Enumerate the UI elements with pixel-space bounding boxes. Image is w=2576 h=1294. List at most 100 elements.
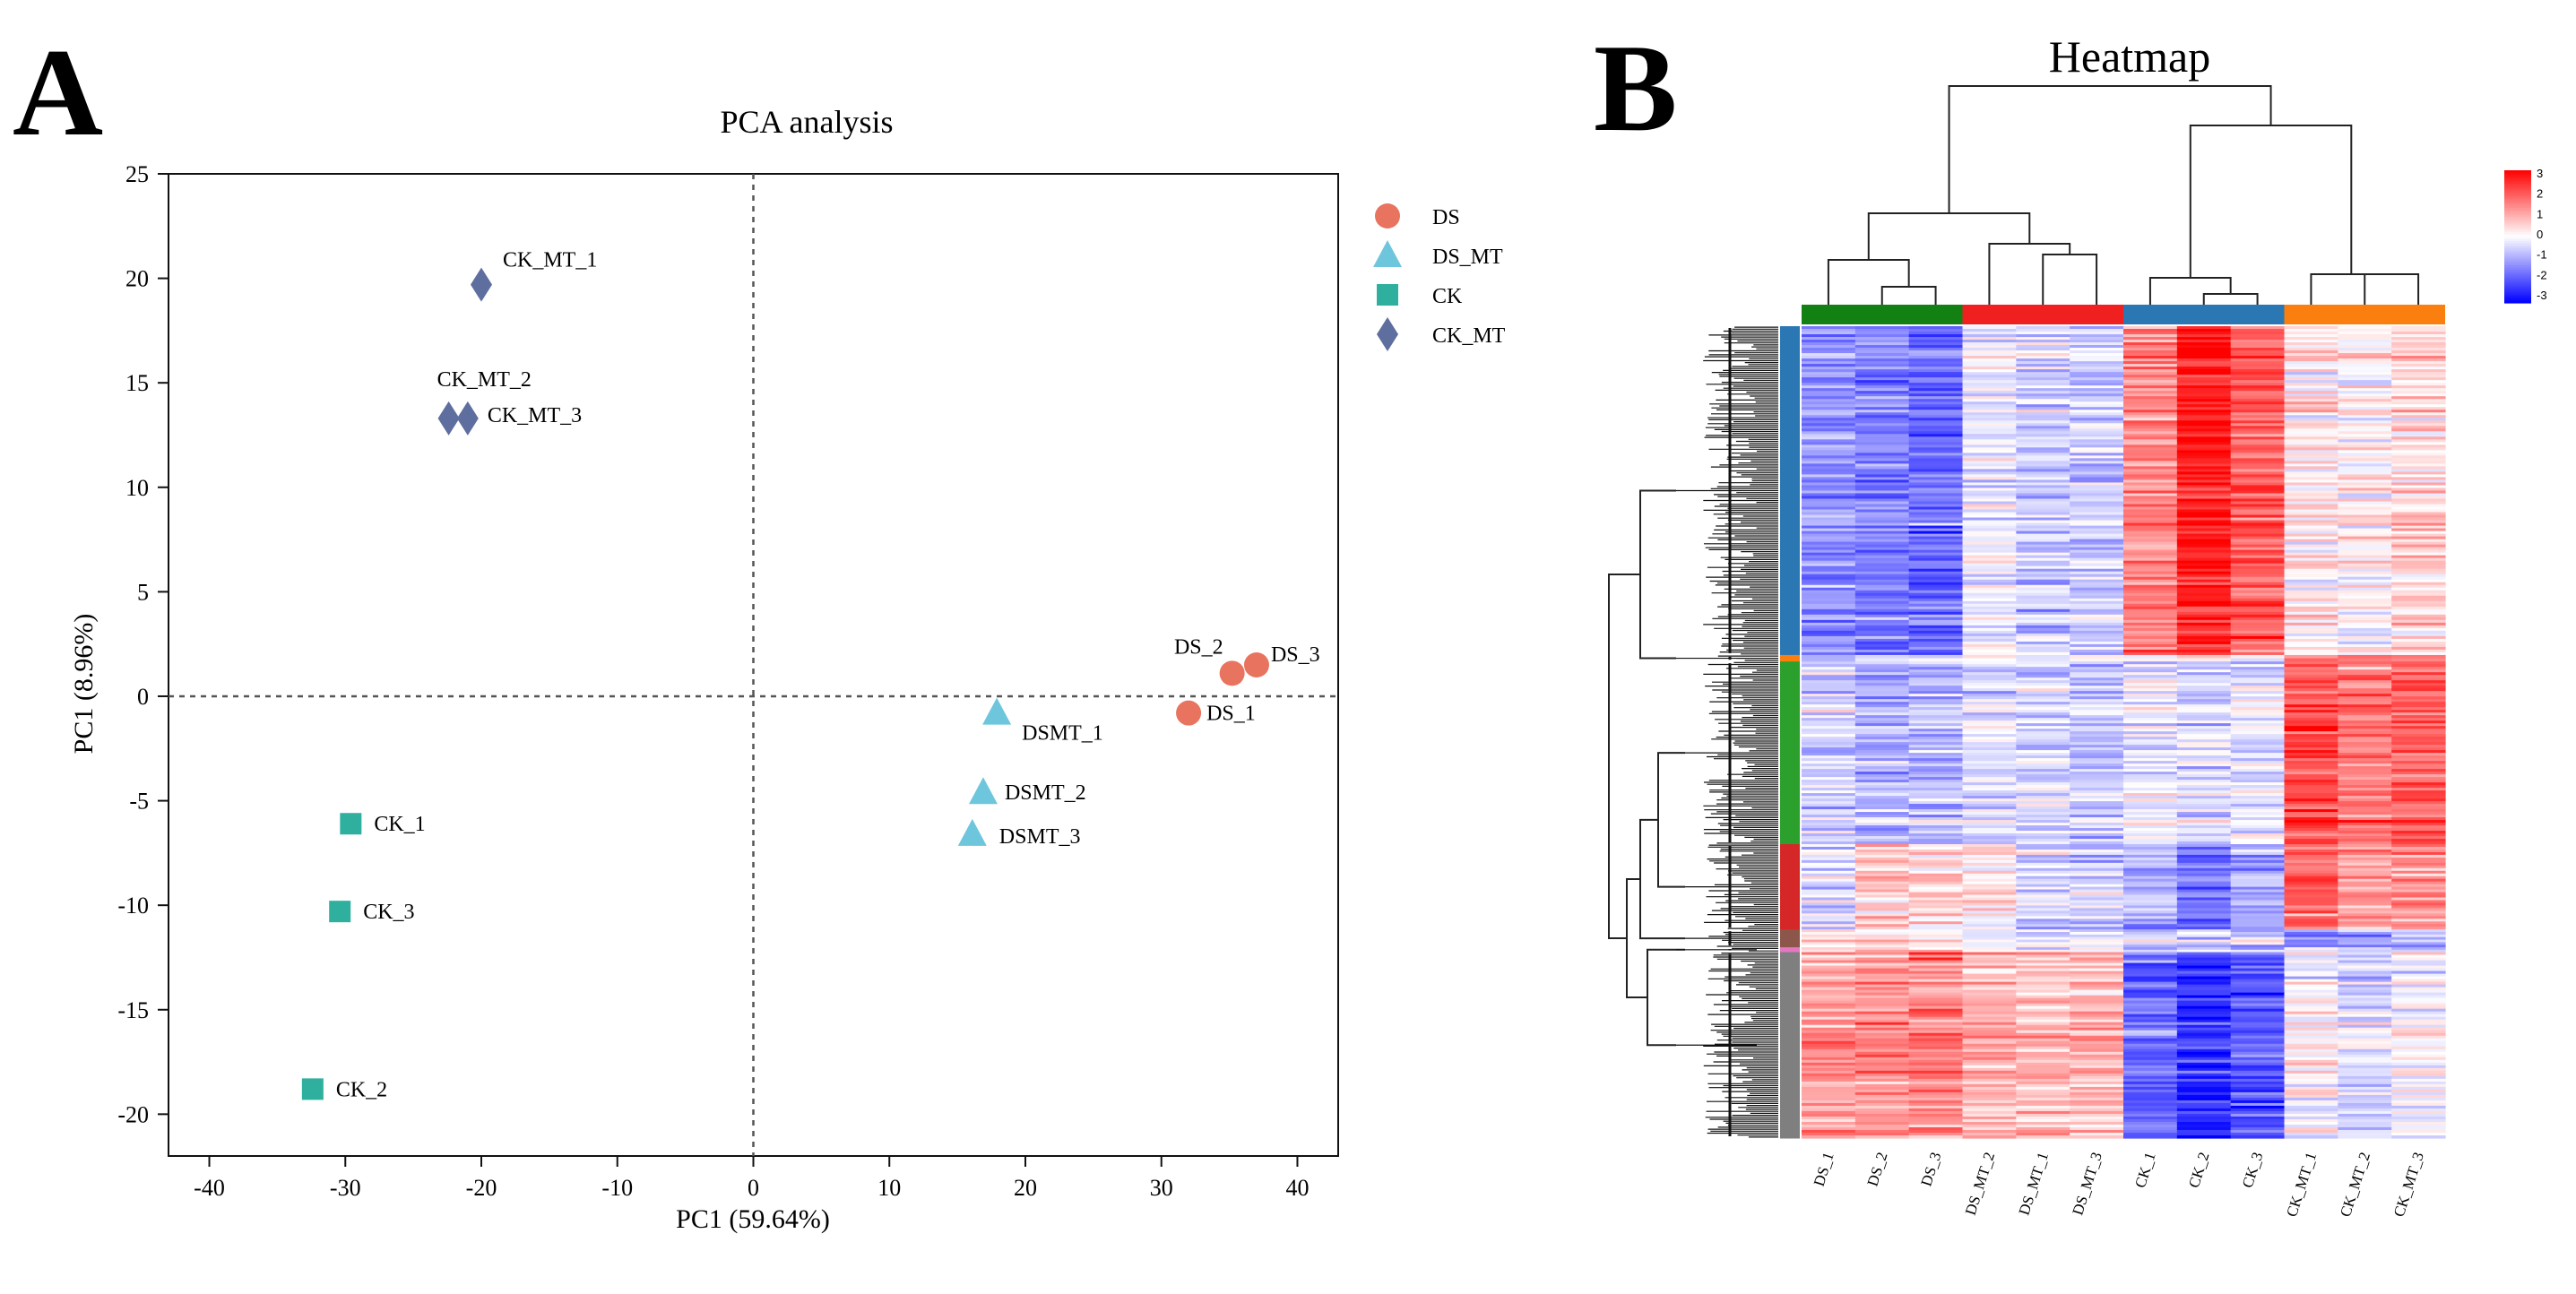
heatmap-cell (2070, 590, 2124, 594)
heatmap-cell (2123, 769, 2178, 772)
heatmap-cell (2176, 1062, 2232, 1066)
heatmap-cell (2284, 742, 2338, 746)
heatmap-cell (2176, 790, 2232, 794)
heatmap-cell (2176, 1016, 2232, 1021)
heatmap-cell (2016, 396, 2070, 400)
heatmap-cell (1854, 1089, 1910, 1093)
dendrogram-branch (2364, 273, 2420, 305)
heatmap-cell (2016, 496, 2070, 500)
colorbar-segment (2504, 187, 2531, 191)
colorbar-segment (2504, 258, 2531, 262)
heatmap-cell (2070, 1003, 2124, 1007)
heatmap-cell (2070, 997, 2124, 1002)
heatmap-cell (2230, 555, 2286, 559)
heatmap-cell (2230, 989, 2286, 994)
heatmap-cell (2391, 1086, 2446, 1091)
heatmap-cell (2391, 897, 2446, 901)
heatmap-cell (2391, 772, 2446, 775)
heatmap-cell (1962, 675, 2017, 678)
heatmap-cell (2070, 493, 2124, 497)
heatmap-cell (2176, 350, 2232, 354)
heatmap-cell (2123, 654, 2178, 660)
heatmap-cell (2391, 582, 2446, 586)
heatmap-cell (2391, 423, 2446, 427)
colorbar-segment (2504, 240, 2531, 244)
heatmap-cell (1908, 780, 1964, 783)
heatmap-cell (2391, 807, 2446, 810)
heatmap-cell (2391, 1102, 2446, 1107)
heatmap-cell (2284, 889, 2338, 893)
heatmap-cell (2391, 790, 2446, 794)
heatmap-cell (2391, 726, 2446, 729)
heatmap-cell (1802, 1083, 1856, 1088)
heatmap-cell (1908, 453, 1964, 456)
heatmap-cell (2284, 1014, 2338, 1018)
heatmap-cell (2123, 485, 2178, 489)
heatmap-cell (2070, 434, 2124, 437)
heatmap-cell (2123, 1043, 2178, 1048)
heatmap-cell (1802, 1129, 1856, 1134)
heatmap-cell (1908, 815, 1964, 818)
heatmap-cell (1802, 747, 1856, 751)
heatmap-cell (1962, 501, 2017, 505)
heatmap-cell (1962, 947, 2017, 951)
heatmap-cell (2338, 458, 2392, 462)
heatmap-cell (2016, 1027, 2070, 1031)
heatmap-cell (2284, 614, 2338, 618)
heatmap-cell (2123, 350, 2178, 354)
heatmap-cell (1854, 482, 1910, 487)
heatmap-cell (1854, 745, 1910, 748)
heatmap-cell (2070, 1019, 2124, 1023)
heatmap-cell (2123, 635, 2178, 640)
heatmap-cell (1908, 849, 1964, 853)
heatmap-cell (2070, 892, 2124, 896)
heatmap-cell (2016, 854, 2070, 858)
heatmap-cell (1854, 807, 1910, 810)
heatmap-cell (2176, 720, 2232, 724)
heatmap-cell (1802, 758, 1856, 762)
heatmap-cell (2338, 345, 2392, 349)
heatmap-cell (2230, 498, 2286, 503)
heatmap-cell (1962, 1043, 2017, 1048)
column-group-color-block (1962, 305, 2123, 324)
heatmap-cell (2070, 927, 2124, 930)
heatmap-cell (2070, 442, 2124, 445)
heatmap-cell (1908, 739, 1964, 743)
heatmap-cell (2016, 436, 2070, 440)
heatmap-cell (2070, 633, 2124, 637)
heatmap-cell (2284, 520, 2338, 524)
heatmap-cell (2284, 989, 2338, 994)
heatmap-cell (1908, 686, 1964, 689)
heatmap-cell (1802, 1051, 1856, 1056)
heatmap-cell (2284, 973, 2338, 978)
heatmap-cell (1908, 1132, 1964, 1136)
heatmap-cell (2123, 568, 2178, 573)
heatmap-cell (2391, 401, 2446, 405)
heatmap-cell (2284, 576, 2338, 581)
heatmap-cell (2284, 680, 2338, 684)
heatmap-cell (2230, 487, 2286, 492)
heatmap-cell (2123, 809, 2178, 813)
heatmap-cell (2070, 976, 2124, 980)
heatmap-cell (2284, 340, 2338, 343)
heatmap-cell (2016, 541, 2070, 546)
heatmap-cell (1908, 905, 1964, 909)
heatmap-cell (1854, 1134, 1910, 1139)
heatmap-cell (2338, 627, 2392, 632)
heatmap-cell (2070, 528, 2124, 532)
heatmap-cell (2176, 839, 2232, 842)
heatmap-cell (2284, 965, 2338, 970)
heatmap-cell (2391, 353, 2446, 357)
heatmap-cell (1802, 439, 1856, 443)
heatmap-cell (1908, 1057, 1964, 1061)
heatmap-cell (2070, 641, 2124, 645)
heatmap-cell (2176, 326, 2232, 330)
heatmap-cell (1962, 707, 2017, 711)
heatmap-cell (2016, 817, 2070, 821)
heatmap-cell (1962, 646, 2017, 651)
heatmap-cell (2338, 984, 2392, 988)
heatmap-cell (1908, 353, 1964, 357)
heatmap-cell (2070, 992, 2124, 996)
heatmap-cell (2284, 568, 2338, 573)
